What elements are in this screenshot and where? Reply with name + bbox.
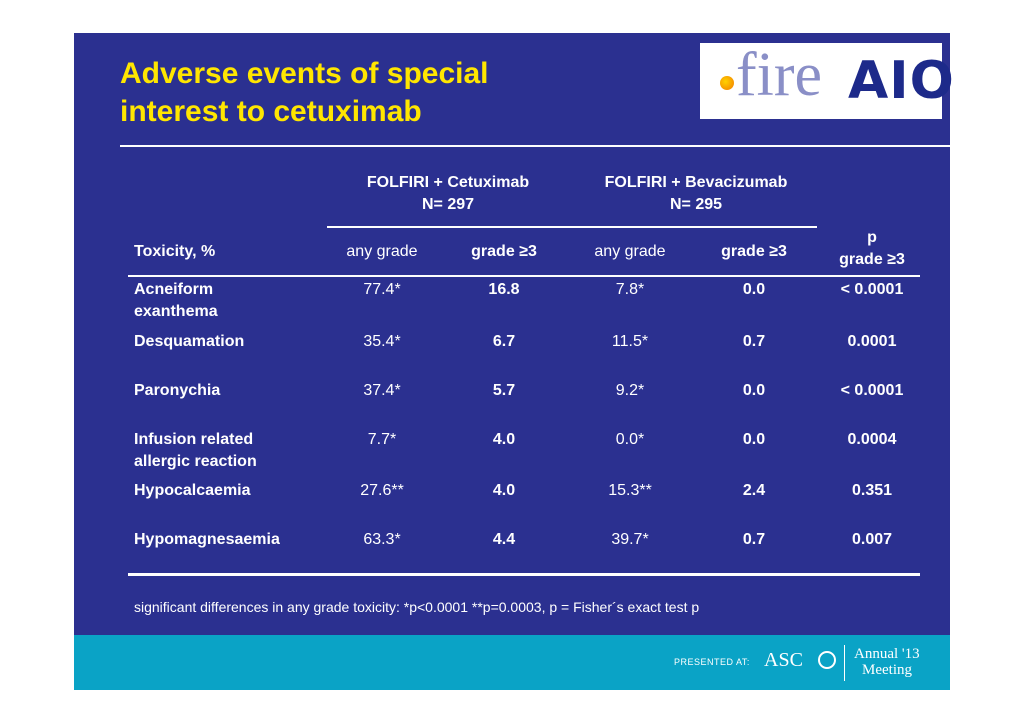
row-label-cont: allergic reaction: [134, 453, 257, 470]
footer-divider: [844, 645, 845, 681]
meeting-label: Meeting: [862, 662, 912, 678]
cell-p-value: 0.0001: [847, 333, 897, 350]
cell-cetuximab-grade3: 4.0: [492, 482, 516, 499]
header-divider: [128, 275, 920, 277]
cell-cetuximab-grade3: 6.7: [492, 333, 516, 350]
asco-mark-icon: [818, 651, 836, 669]
slide: Adverse events of special interest to ce…: [74, 33, 954, 690]
table-bottom-rule: [128, 573, 920, 576]
cell-cetuximab-any: 63.3*: [363, 531, 401, 548]
col-header-p: p grade ≥3: [839, 229, 905, 268]
cell-p-value: 0.351: [851, 482, 893, 499]
footnote: significant differences in any grade tox…: [134, 599, 700, 615]
row-label-cont: exanthema: [134, 303, 218, 320]
row-label: Desquamation: [134, 333, 245, 350]
title-line-1: Adverse events of special: [120, 57, 489, 90]
cell-bevacizumab-grade3: 0.0: [742, 382, 766, 399]
cell-bevacizumab-any: 7.8*: [615, 281, 645, 298]
group-header-cetuximab: FOLFIRI + Cetuximab N= 297: [366, 174, 530, 213]
cell-cetuximab-any: 37.4*: [363, 382, 401, 399]
cell-p-value: < 0.0001: [840, 281, 904, 298]
cell-bevacizumab-grade3: 0.7: [742, 333, 766, 350]
col-header-grade3-bevacizumab: grade ≥3: [721, 243, 787, 260]
cell-cetuximab-any: 35.4*: [363, 333, 401, 350]
cell-cetuximab-grade3: 16.8: [488, 281, 520, 298]
cell-cetuximab-any: 77.4*: [363, 281, 401, 298]
cell-p-value: 0.0004: [847, 431, 897, 448]
cell-p-value: < 0.0001: [840, 382, 904, 399]
presented-at-label: PRESENTED AT:: [674, 657, 750, 667]
cell-bevacizumab-any: 15.3**: [608, 482, 652, 499]
row-label: Paronychia: [134, 382, 221, 399]
cell-bevacizumab-grade3: 2.4: [742, 482, 766, 499]
cell-bevacizumab-grade3: 0.0: [742, 281, 766, 298]
fire-logo: fire: [736, 41, 823, 109]
col-header-grade3-cetuximab: grade ≥3: [471, 243, 537, 260]
col-header-any-grade-cetuximab: any grade: [346, 243, 418, 260]
col-header-toxicity: Toxicity, %: [134, 243, 216, 260]
col-header-any-grade-bevacizumab: any grade: [594, 243, 666, 260]
title-line-2: interest to cetuximab: [120, 95, 422, 128]
footer-bar: PRESENTED AT: ASC Annual '13 Meeting: [74, 635, 950, 690]
asco-logo: ASC: [764, 649, 803, 671]
cell-bevacizumab-any: 9.2*: [615, 382, 645, 399]
cell-bevacizumab-grade3: 0.7: [742, 531, 766, 548]
annual-label: Annual '13: [854, 646, 920, 662]
cell-cetuximab-any: 7.7*: [367, 431, 397, 448]
aio-logo: AIO: [848, 51, 955, 111]
cell-bevacizumab-any: 39.7*: [611, 531, 649, 548]
fire-logo-dot: [720, 76, 734, 90]
row-label: Hypomagnesaemia: [134, 531, 280, 548]
row-label: Infusion related: [134, 431, 254, 448]
cell-cetuximab-grade3: 4.0: [492, 431, 516, 448]
cell-p-value: 0.007: [851, 531, 893, 548]
row-label: Acneiform: [134, 281, 214, 298]
cell-bevacizumab-grade3: 0.0: [742, 431, 766, 448]
group-header-bevacizumab: FOLFIRI + Bevacizumab N= 295: [604, 174, 788, 213]
row-label: Hypocalcaemia: [134, 482, 251, 499]
title-divider: [120, 145, 950, 147]
logo-box: fire AIO: [700, 41, 954, 119]
cell-cetuximab-any: 27.6**: [360, 482, 404, 499]
cell-bevacizumab-any: 11.5*: [611, 333, 649, 350]
slide-title: Adverse events of special interest to ce…: [120, 55, 640, 131]
group-header-divider: [327, 226, 817, 228]
cell-cetuximab-grade3: 5.7: [492, 382, 516, 399]
cell-cetuximab-grade3: 4.4: [492, 531, 516, 548]
cell-bevacizumab-any: 0.0*: [615, 431, 645, 448]
